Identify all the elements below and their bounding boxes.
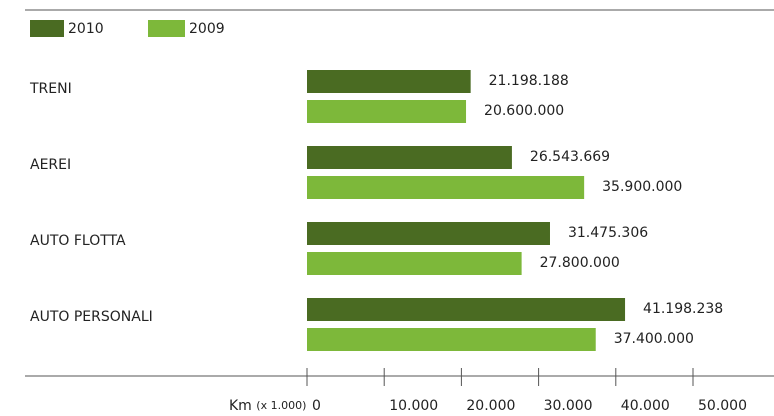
bar	[307, 222, 550, 245]
legend-swatch	[30, 20, 64, 37]
bar	[307, 298, 626, 321]
value-label: 27.800.000	[540, 255, 620, 271]
value-label: 37.400.000	[614, 331, 694, 347]
bar	[307, 100, 467, 123]
legend-label: 2010	[68, 21, 104, 37]
bar	[307, 252, 522, 275]
x-tick-label: 0	[312, 398, 321, 414]
value-label: 20.600.000	[484, 103, 564, 119]
bar	[307, 146, 512, 169]
x-axis-unit-name: Km	[229, 398, 252, 414]
category-label: AUTO PERSONALI	[30, 309, 153, 325]
value-label: 26.543.669	[530, 149, 610, 165]
value-label: 21.198.188	[489, 73, 569, 89]
x-tick-label: 20.000	[466, 398, 515, 414]
value-label: 35.900.000	[602, 179, 682, 195]
x-axis-unit: (x 1.000)	[256, 399, 306, 412]
x-tick-label: 40.000	[621, 398, 670, 414]
x-tick-label: 50.000	[698, 398, 747, 414]
x-tick-label: 10.000	[389, 398, 438, 414]
value-label: 31.475.306	[568, 225, 648, 241]
category-label: TRENI	[29, 81, 72, 97]
legend-label: 2009	[189, 21, 225, 37]
legend-swatch	[148, 20, 185, 37]
bar	[307, 176, 585, 199]
bar	[307, 70, 471, 93]
category-label: AEREI	[30, 157, 71, 173]
bar	[307, 328, 596, 351]
category-label: AUTO FLOTTA	[30, 233, 126, 249]
value-label: 41.198.238	[643, 301, 723, 317]
x-axis-label: Km (x 1.000)	[229, 398, 306, 414]
x-tick-label: 30.000	[544, 398, 593, 414]
